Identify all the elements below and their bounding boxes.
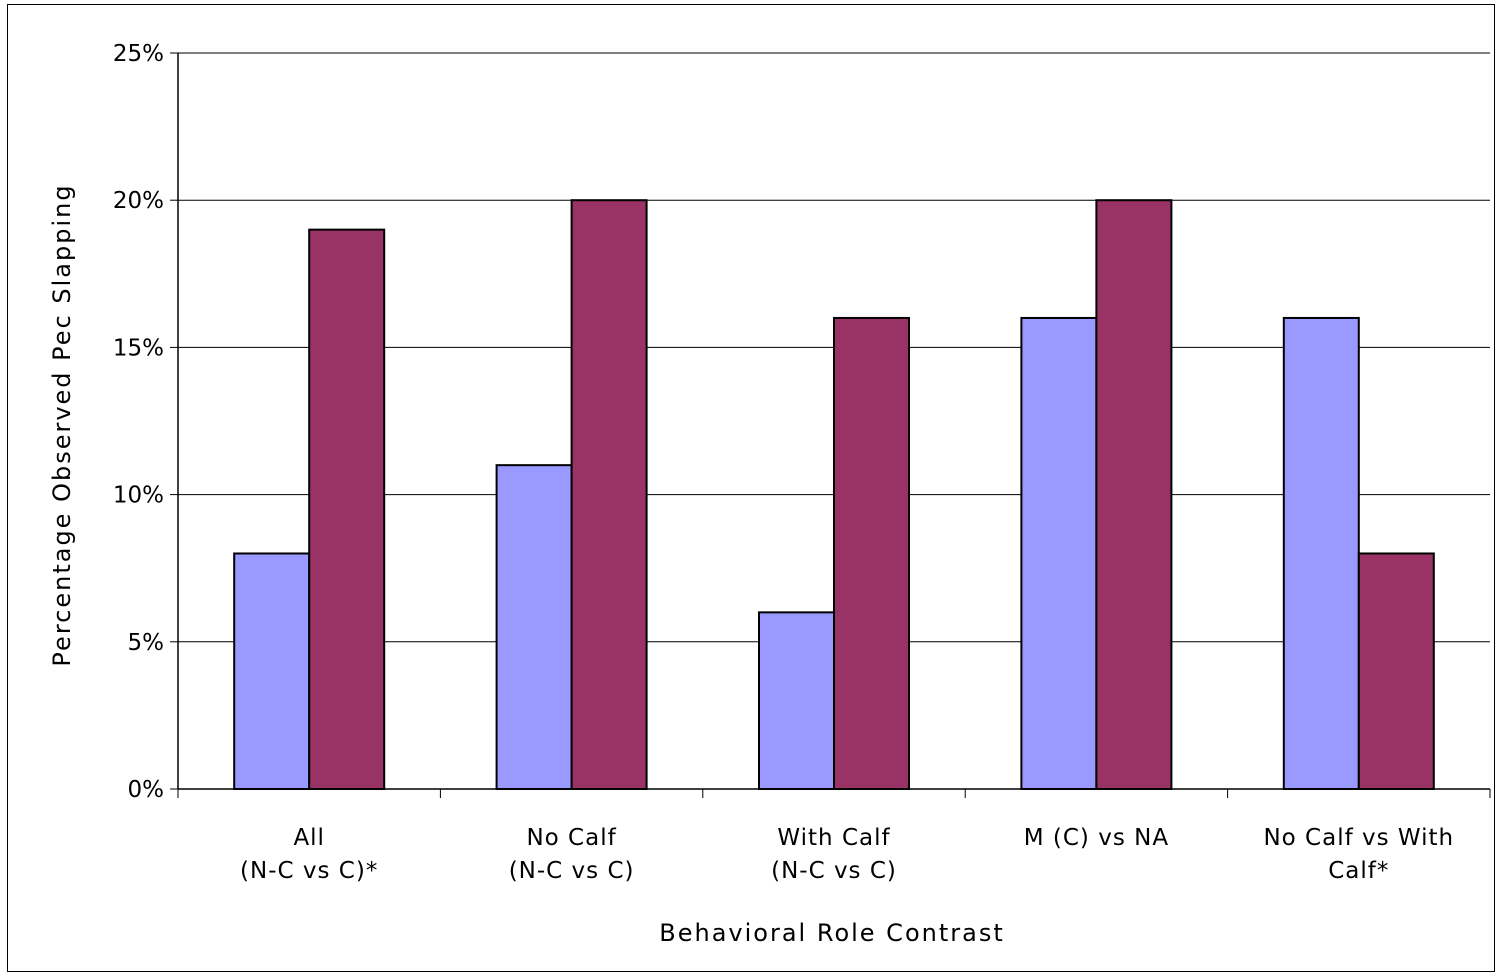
bar — [570, 199, 648, 790]
y-tick-label: 0% — [128, 777, 165, 803]
bars — [233, 199, 1435, 790]
y-tick-label: 10% — [113, 483, 164, 509]
axes — [170, 52, 1491, 798]
bar — [233, 552, 311, 790]
bar — [833, 316, 910, 790]
y-axis-title: Percentage Observed Pec Slapping — [48, 183, 76, 666]
bar — [1095, 199, 1173, 790]
y-tick-label: 5% — [128, 630, 165, 656]
y-tick-label: 25% — [113, 41, 164, 67]
x-tick-label: No Calf vs With Calf* — [1263, 825, 1454, 884]
y-tick-label: 20% — [113, 188, 164, 214]
chart-frame — [7, 4, 1495, 972]
y-tick-labels: 0% 5% 10% 15% 20% 25% — [113, 41, 164, 803]
bar — [1020, 316, 1098, 790]
x-tick-label: No Calf (N-C vs C) — [509, 825, 635, 884]
bar — [1282, 316, 1360, 790]
y-tick-label: 15% — [113, 335, 164, 361]
x-tick-label: With Calf (N-C vs C) — [771, 825, 897, 884]
x-tick-labels: All (N-C vs C)* No Calf (N-C vs C) With Calf… — [240, 825, 1454, 884]
x-tick-label: All (N-C vs C)* — [240, 825, 378, 884]
bar — [758, 611, 835, 790]
bar — [495, 464, 573, 790]
x-axis-title: Behavioral Role Contrast — [659, 919, 1004, 947]
bar — [308, 228, 386, 790]
bar — [1357, 552, 1435, 790]
x-tick-label: M (C) vs NA — [1024, 825, 1169, 851]
